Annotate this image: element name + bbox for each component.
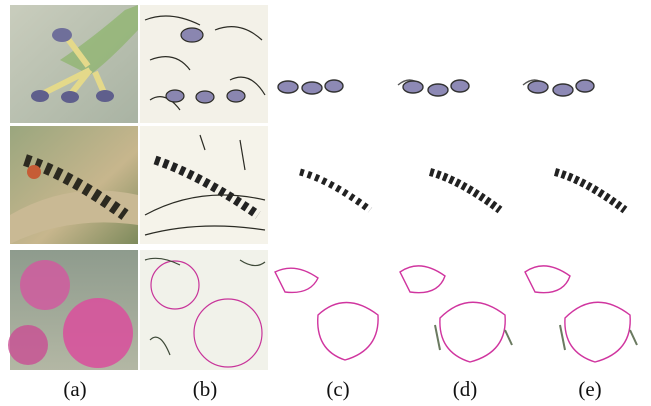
result-e	[523, 80, 637, 362]
photo-column	[8, 5, 138, 370]
panel-label: (c)	[326, 377, 349, 401]
figure: (a) (b) (c) (d) (e)	[0, 0, 651, 406]
panel-label: (d)	[453, 377, 478, 401]
panel-label: (b)	[193, 377, 218, 401]
result-c	[275, 80, 378, 360]
panel-label: (e)	[578, 377, 601, 401]
result-columns	[275, 80, 637, 362]
panel-label: (a)	[63, 377, 86, 401]
result-d	[398, 80, 512, 362]
edge-column	[140, 5, 268, 370]
